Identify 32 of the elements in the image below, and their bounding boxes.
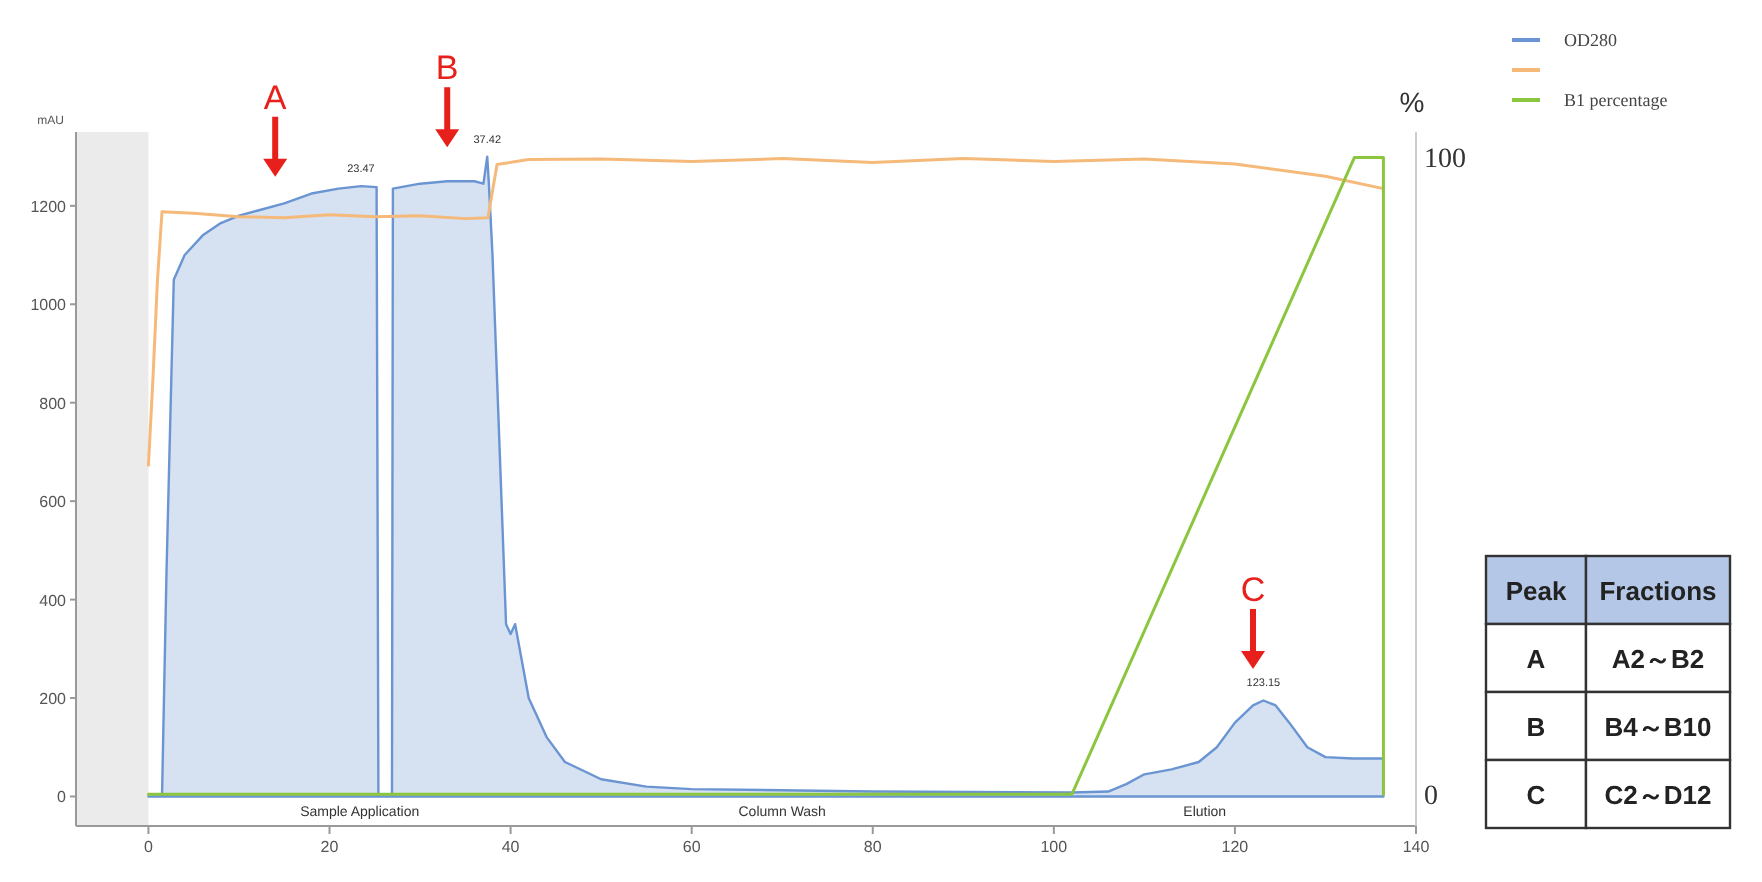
x-tick-label: 40 bbox=[501, 838, 521, 856]
y-tick-label: 200 bbox=[39, 690, 68, 709]
y-tick-label: 400 bbox=[39, 591, 68, 610]
text: C bbox=[1526, 780, 1547, 810]
y2-axis-title: % bbox=[1399, 86, 1425, 118]
y2-tick-label: 0 bbox=[1424, 782, 1438, 813]
x-tick-label: 100 bbox=[1040, 838, 1069, 856]
x-tick-label: 60 bbox=[682, 838, 702, 856]
legend-label: B1 percentage bbox=[1564, 90, 1668, 110]
text: B4～B10 bbox=[1604, 712, 1712, 742]
x-tick-label: 140 bbox=[1402, 838, 1431, 856]
annotation: B bbox=[435, 49, 459, 88]
x-tick-label: 80 bbox=[863, 838, 883, 856]
line-series bbox=[146, 157, 1385, 467]
x-tick-label: 120 bbox=[1221, 838, 1250, 856]
y2-tick-label: 100 bbox=[1424, 145, 1466, 176]
legend-label: OD280 bbox=[1564, 30, 1618, 50]
text: Peak bbox=[1505, 576, 1568, 606]
annotation: C bbox=[1240, 570, 1266, 609]
x-tick-label: 20 bbox=[320, 838, 340, 856]
x-tick-label: 0 bbox=[143, 838, 154, 856]
y-tick-label: 1200 bbox=[30, 197, 68, 216]
text: C2～D12 bbox=[1604, 780, 1712, 810]
annotation: A bbox=[263, 78, 288, 117]
text: A2～B2 bbox=[1611, 644, 1705, 674]
y-tick-label: 600 bbox=[39, 493, 68, 512]
text: B bbox=[1526, 712, 1546, 742]
y-tick-label: 1000 bbox=[30, 296, 68, 315]
y-tick-label: 0 bbox=[57, 788, 68, 807]
text: A bbox=[1526, 644, 1547, 674]
y-tick-label: 800 bbox=[39, 394, 68, 413]
text: Fractions bbox=[1599, 576, 1717, 606]
